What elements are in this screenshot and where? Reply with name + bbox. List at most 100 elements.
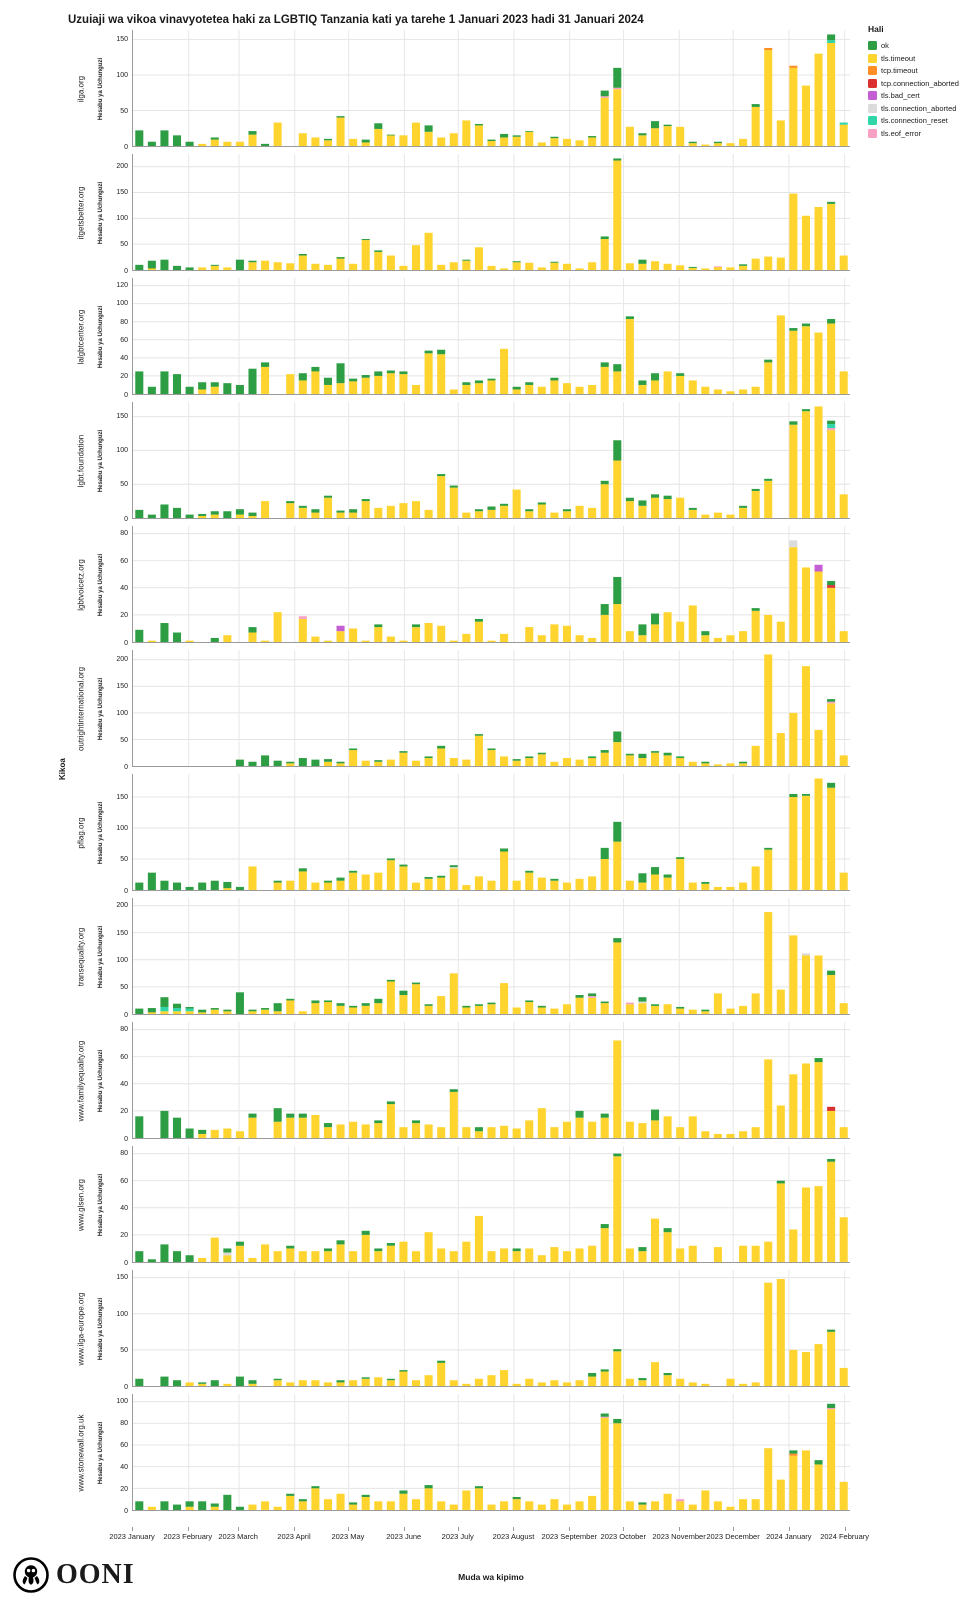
bar-segment-ok: [185, 1501, 194, 1507]
x-axis-title: Muda wa kipimo: [458, 1572, 524, 1582]
bar-segment-tcp.timeout: [789, 1453, 798, 1456]
bar-segment-ok: [248, 131, 257, 135]
bar-segment-tls.timeout: [323, 384, 332, 394]
bar-segment-tls.timeout: [701, 1383, 710, 1386]
panel-plot-svg: [133, 898, 850, 1014]
bar-segment-tls.eof_error: [298, 616, 307, 619]
bar-segment-ok: [600, 1001, 609, 1004]
bar-segment-ok: [487, 1002, 496, 1005]
bar-segment-tls.timeout: [739, 507, 748, 518]
bar-segment-ok: [650, 494, 660, 498]
bar-segment-tls.timeout: [801, 326, 810, 394]
bar-segment-ok: [223, 1248, 232, 1253]
bar-segment-tls.timeout: [474, 1215, 483, 1262]
bar-segment-tls.timeout: [512, 760, 521, 766]
bar-segment-tls.timeout: [361, 760, 370, 766]
bar-segment-tls.timeout: [688, 882, 697, 890]
bar-segment-tls.timeout: [789, 547, 798, 642]
bar-segment-tls.timeout: [374, 128, 383, 146]
bar-segment-ok: [173, 1504, 182, 1510]
bar-segment-ok: [286, 1245, 295, 1249]
y-tick-label: 60: [120, 557, 128, 565]
bar-segment-tls.timeout: [764, 849, 773, 890]
bar-segment-tls.timeout: [474, 735, 483, 766]
bar-segment-ok: [248, 512, 257, 516]
bar-segment-tls.timeout: [663, 499, 672, 518]
bar-segment-tls.timeout: [311, 371, 320, 394]
panel-plot-area: [132, 650, 850, 767]
bar-segment-ok: [588, 993, 597, 997]
bar-segment-tls.timeout: [839, 1367, 848, 1386]
bar-segment-tls.timeout: [198, 1383, 207, 1386]
legend-swatch-icon: [868, 91, 877, 100]
bar-segment-tls.timeout: [638, 384, 647, 394]
bar-segment-tls.timeout: [210, 1009, 219, 1014]
bar-segment-tls.timeout: [625, 501, 634, 518]
bar-segment-tls.timeout: [361, 874, 370, 890]
bar-segment-ok: [349, 509, 358, 513]
bar-segment-ok: [600, 750, 609, 753]
bar-segment-tls.timeout: [789, 712, 798, 766]
bar-segment-ok: [638, 624, 647, 636]
bar-segment-ok: [173, 265, 182, 270]
bar-segment-ok: [210, 880, 219, 890]
bar-segment-tls.timeout: [676, 1127, 685, 1138]
bar-segment-tls.timeout: [462, 633, 471, 642]
bar-segment-tls.timeout: [776, 315, 785, 394]
bar-segment-tls.timeout: [814, 1464, 823, 1510]
facet-panel-outrightinternational.org: outrightinternational.org Hesabu ya Uchun…: [68, 650, 850, 771]
y-tick-label: 100: [116, 300, 128, 308]
bar-segment-tls.timeout: [650, 128, 660, 146]
bar-segment-tls.timeout: [399, 1493, 408, 1510]
bar-segment-ok: [160, 1244, 169, 1262]
bar-segment-tls.timeout: [336, 1005, 345, 1014]
bar-segment-ok: [424, 876, 433, 879]
bar-segment-tls.timeout: [575, 505, 584, 518]
bar-segment-tls.timeout: [613, 160, 622, 270]
bar-segment-ok: [235, 886, 244, 890]
bar-segment-tls.timeout: [198, 389, 207, 394]
panel-domain-label: lgbtvoicetz.org: [68, 526, 94, 643]
bar-segment-ok: [185, 886, 194, 890]
bar-segment-tls.timeout: [550, 138, 559, 146]
bar-segment-tls.timeout: [600, 239, 609, 270]
bar-segment-tls.timeout: [789, 424, 798, 518]
bar-segment-tls.timeout: [386, 1104, 395, 1138]
panel-y-axis-label: Hesabu ya Uchunguzi: [94, 1146, 107, 1263]
bar-segment-tls.timeout: [487, 1251, 496, 1262]
bar-segment-tls.timeout: [600, 614, 609, 642]
bar-segment-tls.timeout: [839, 631, 848, 642]
bar-segment-tls.timeout: [500, 633, 509, 642]
bar-segment-ok: [827, 581, 836, 586]
bar-segment-tls.timeout: [273, 1011, 282, 1014]
bar-segment-ok: [147, 1008, 156, 1013]
bar-segment-ok: [462, 382, 471, 385]
bar-segment-tls.timeout: [663, 1116, 672, 1138]
bar-segment-tls.timeout: [827, 42, 836, 146]
x-tick-label: 2023 July: [441, 1532, 474, 1541]
x-tick-label: 2023 April: [277, 1532, 311, 1541]
bar-segment-ok: [638, 873, 647, 883]
bar-segment-ok: [814, 1460, 823, 1465]
bar-segment-tls.timeout: [449, 1091, 458, 1138]
bar-segment-ok: [613, 938, 622, 943]
panel-plot-svg: [133, 1146, 850, 1262]
bar-segment-tls.timeout: [147, 1012, 156, 1014]
bar-segment-ok: [424, 756, 433, 759]
bar-segment-tls.timeout: [726, 1133, 735, 1138]
y-tick-label: 0: [124, 1135, 128, 1143]
bar-segment-tls.timeout: [487, 1504, 496, 1510]
bar-segment-tls.timeout: [713, 266, 722, 270]
bar-segment-tls.timeout: [713, 764, 722, 766]
bar-segment-ok: [801, 409, 810, 412]
bar-segment-ok: [336, 363, 345, 384]
bar-segment-tls.timeout: [374, 1003, 383, 1014]
bar-segment-tls.timeout: [588, 876, 597, 890]
bar-segment-tls.eof_error: [625, 1002, 634, 1005]
bar-segment-tls.timeout: [751, 610, 760, 642]
bar-segment-ok: [600, 362, 609, 367]
panel-domain-label: www.stonewall.org.uk: [68, 1394, 94, 1511]
bar-segment-ok: [311, 366, 320, 372]
bar-segment-tls.timeout: [399, 640, 408, 642]
facet-panel-www.ilga-europe.org: www.ilga-europe.org Hesabu ya Uchunguzi 0 5…: [68, 1270, 850, 1391]
